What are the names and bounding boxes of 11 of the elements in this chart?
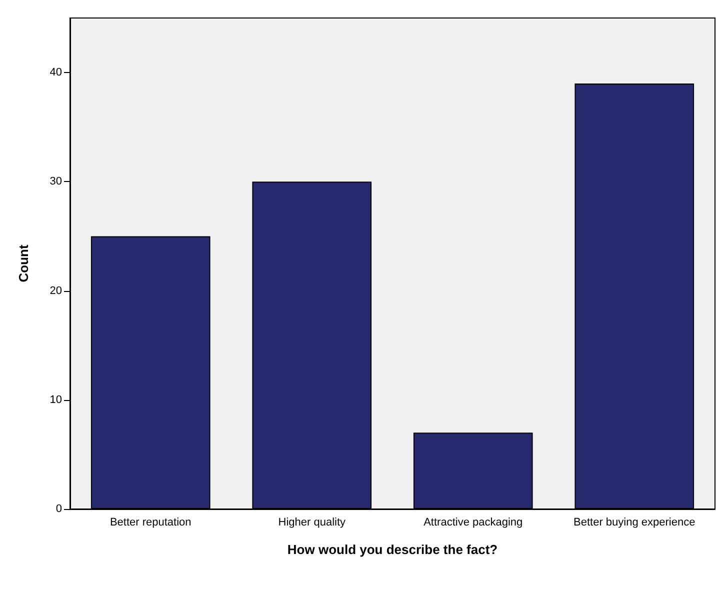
y-axis-title: Count xyxy=(16,244,31,282)
x-tick-label: Attractive packaging xyxy=(424,516,523,528)
y-tick-label: 20 xyxy=(50,284,62,297)
y-tick-label: 30 xyxy=(50,176,62,188)
x-tick-label: Higher quality xyxy=(278,516,346,528)
x-axis-title: How would you describe the fact? xyxy=(287,542,498,557)
y-tick-label: 0 xyxy=(56,503,62,515)
x-tick-label: Better reputation xyxy=(110,516,192,528)
y-tick-label: 40 xyxy=(50,66,62,79)
y-tick-label: 10 xyxy=(50,394,62,406)
x-tick-label: Better buying experience xyxy=(574,516,696,528)
